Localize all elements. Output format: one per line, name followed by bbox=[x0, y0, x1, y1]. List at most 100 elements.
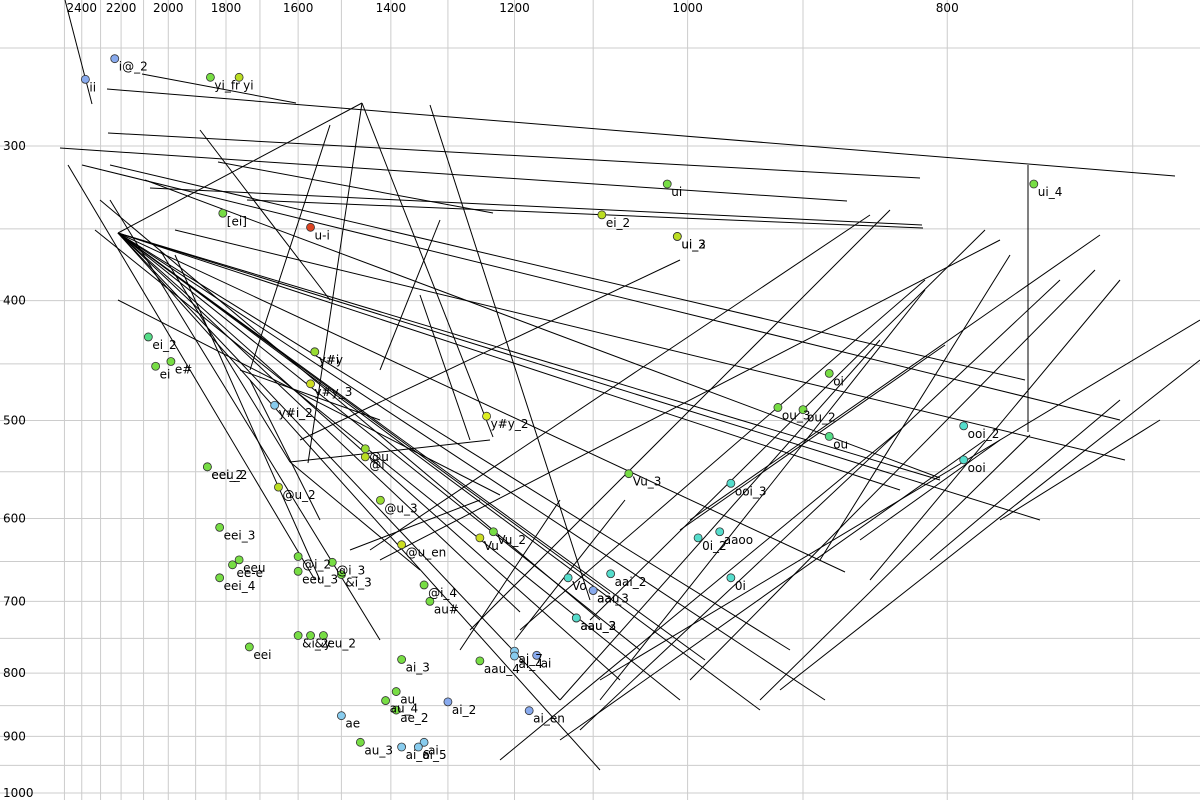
vowel-label: i@_2 bbox=[119, 60, 148, 74]
vowel-label: ai_5 bbox=[422, 748, 446, 762]
y-tick-label: 1000 bbox=[3, 786, 34, 800]
y-tick-label: 900 bbox=[3, 729, 26, 743]
transition-line bbox=[779, 359, 1200, 691]
vowel-label: @u bbox=[369, 450, 389, 464]
x-tick-label: 2000 bbox=[153, 1, 184, 15]
transition-line bbox=[307, 102, 363, 464]
vowel-point bbox=[327, 557, 337, 567]
transition-line bbox=[199, 129, 331, 301]
vowel-label: Vu_3 bbox=[633, 475, 662, 489]
transition-line bbox=[246, 199, 924, 229]
vowel-label: [ei] bbox=[227, 214, 247, 228]
transition-line bbox=[149, 187, 923, 226]
vowel-label: &i_3 bbox=[345, 576, 371, 590]
vowel-label: ui_4 bbox=[1038, 185, 1063, 199]
vowel-label: Vu bbox=[484, 539, 499, 553]
vowel-point bbox=[376, 495, 385, 505]
vowel-label: ou_2 bbox=[807, 411, 836, 425]
vowel-label: @i_4 bbox=[428, 586, 457, 600]
transition-line bbox=[67, 164, 316, 581]
transition-line bbox=[109, 164, 1026, 381]
vowel-point bbox=[532, 650, 542, 660]
transition-line bbox=[499, 429, 901, 761]
vowel-point bbox=[310, 347, 320, 357]
vowel-point bbox=[959, 455, 969, 465]
vowel-point bbox=[773, 403, 783, 412]
transition-line bbox=[117, 232, 846, 573]
transition-line bbox=[239, 369, 381, 421]
vowel-label: aai_2 bbox=[615, 575, 647, 589]
vowel-point bbox=[510, 651, 519, 661]
vowel-label: ai_2 bbox=[452, 703, 476, 717]
vowel-point bbox=[475, 656, 485, 666]
vowel-point bbox=[606, 569, 616, 579]
transition-line bbox=[679, 344, 946, 531]
vowel-point bbox=[244, 642, 254, 652]
vowel-point bbox=[419, 580, 429, 590]
vowel-label: ii bbox=[89, 80, 96, 94]
vowel-point bbox=[360, 444, 370, 454]
vowel-point bbox=[166, 357, 176, 366]
vowel-label: aaoo bbox=[724, 533, 753, 547]
transition-line bbox=[117, 232, 601, 771]
vowel-point bbox=[693, 533, 703, 543]
vowel-point bbox=[355, 737, 365, 747]
vowel-label: eei bbox=[253, 648, 271, 662]
vowel-label: ai_en bbox=[533, 712, 565, 726]
vowel-label: ae bbox=[345, 717, 360, 731]
vowel-point bbox=[597, 210, 607, 220]
vowel-point bbox=[726, 573, 736, 583]
vowel-label: @u_en bbox=[406, 546, 447, 560]
vowel-point bbox=[274, 482, 283, 492]
transition-line bbox=[117, 102, 363, 234]
vowel-label: @i bbox=[369, 458, 384, 472]
vowel-label: eeu_2 bbox=[211, 468, 247, 482]
vowel-label: ai bbox=[541, 656, 552, 670]
vowel-label: eeu_3 bbox=[302, 572, 338, 586]
vowel-point bbox=[1029, 179, 1039, 189]
vowel-label: y#y_2 bbox=[491, 417, 529, 431]
vowel-label: ei_2 bbox=[606, 216, 630, 230]
vowel-label: ou_3 bbox=[782, 408, 811, 422]
x-tick-label: 2400 bbox=[66, 1, 97, 15]
vowel-label: ae_2 bbox=[400, 711, 428, 725]
transition-line bbox=[94, 229, 681, 701]
vowel-label: au bbox=[400, 693, 415, 707]
vowel-point bbox=[234, 72, 244, 82]
vowel-point bbox=[234, 555, 244, 565]
vowel-point bbox=[151, 361, 161, 371]
transition-line bbox=[117, 232, 761, 711]
x-tick-label: 1000 bbox=[672, 1, 703, 15]
vowel-label: ai_6 bbox=[406, 748, 430, 762]
transition-line bbox=[117, 232, 521, 613]
vowel-point bbox=[488, 527, 498, 537]
transition-line bbox=[859, 439, 1001, 541]
transition-line bbox=[689, 234, 1101, 521]
transition-line bbox=[579, 279, 1061, 731]
transition-line bbox=[81, 164, 1121, 421]
transition-line bbox=[144, 179, 941, 479]
vowel-label: yi bbox=[243, 78, 253, 92]
transition-line bbox=[117, 232, 941, 481]
vowel-label: @u_2 bbox=[282, 488, 315, 502]
vowel-label: ui_2 bbox=[681, 237, 706, 251]
transition-line bbox=[117, 232, 826, 701]
transition-line bbox=[141, 73, 297, 104]
transition-line bbox=[419, 294, 471, 441]
vowel-point bbox=[319, 631, 328, 640]
vowel-point bbox=[419, 737, 429, 747]
vowel-point bbox=[715, 527, 725, 537]
y-tick-label: 400 bbox=[3, 294, 26, 308]
vowel-point bbox=[475, 533, 485, 543]
vowel-label: 0i_2 bbox=[702, 539, 727, 553]
vowel-label: oi bbox=[833, 374, 844, 388]
vowel-label: eu_2 bbox=[327, 637, 356, 651]
transition-line bbox=[759, 434, 1031, 701]
vowel-label: aau_4 bbox=[484, 662, 520, 676]
vowel-label: e# bbox=[175, 362, 192, 376]
transition-line bbox=[117, 232, 901, 491]
vowel-label: y#i bbox=[319, 353, 340, 367]
vowel-point bbox=[206, 72, 215, 82]
transition-line bbox=[999, 419, 1161, 521]
